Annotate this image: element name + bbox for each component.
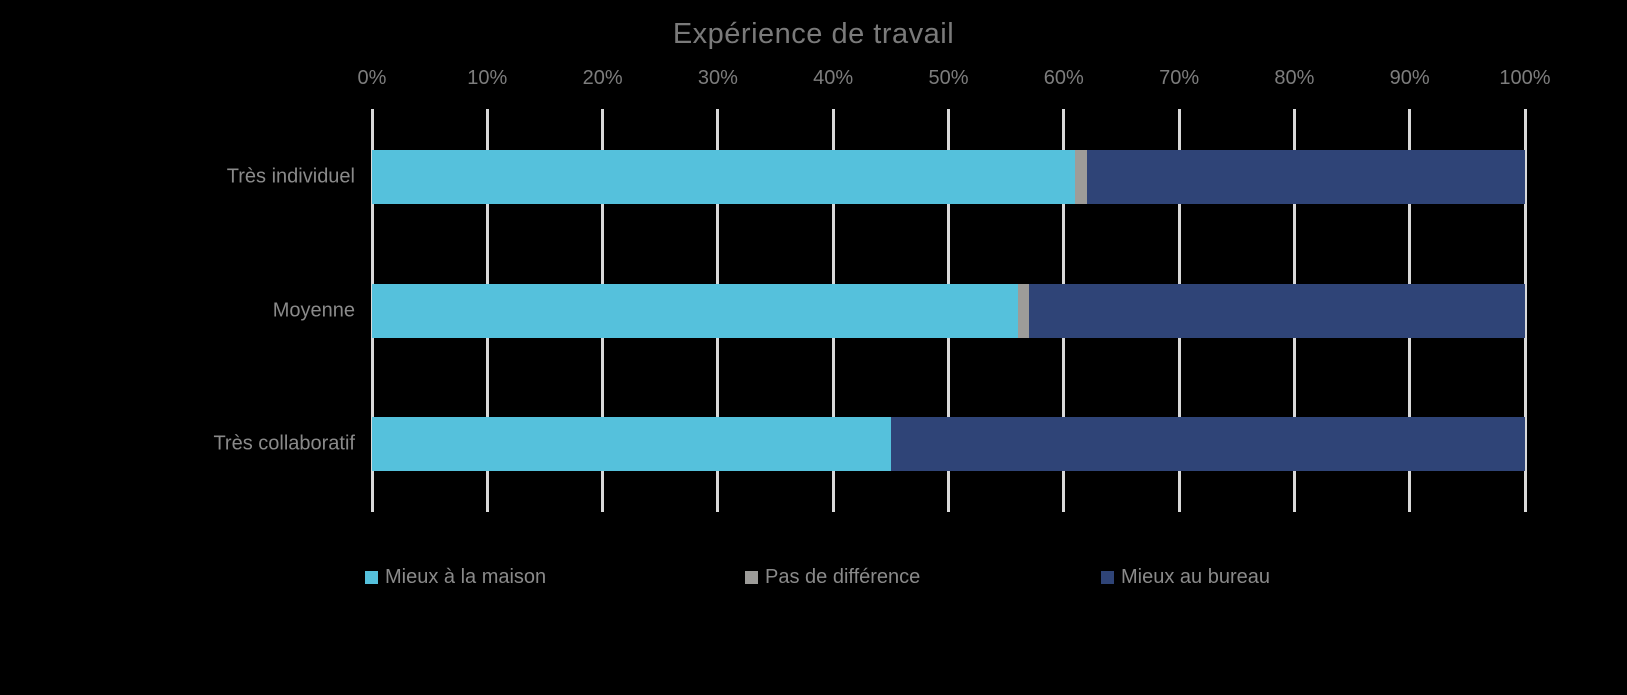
chart-title: Expérience de travail	[672, 18, 955, 50]
gridline	[1523, 109, 1527, 512]
x-axis-tick-label: 20%	[582, 67, 623, 89]
legend-item: Mieux à la maison	[365, 566, 546, 589]
x-axis-tick-label: 80%	[1274, 67, 1315, 89]
bar-segment	[372, 284, 1018, 338]
legend-label: Pas de différence	[765, 566, 921, 588]
legend-swatch	[745, 571, 758, 584]
x-axis-tick-label: 70%	[1159, 67, 1200, 89]
bar-segment	[372, 150, 1076, 204]
legend-label: Mieux à la maison	[385, 566, 547, 588]
legend-swatch	[1101, 571, 1114, 584]
category-label: Très collaboratif	[213, 432, 355, 455]
bar-segment	[1075, 150, 1087, 204]
x-axis-tick-label: 100%	[1499, 67, 1551, 89]
x-axis-tick-label: 10%	[467, 67, 508, 89]
x-axis-tick-label: 90%	[1389, 67, 1430, 89]
bar-segment	[1017, 284, 1030, 338]
x-axis-tick-label: 50%	[928, 67, 969, 89]
x-axis-tick-label: 30%	[697, 67, 738, 89]
legend-item: Pas de différence	[745, 566, 920, 589]
bar-segment	[372, 417, 891, 471]
category-label: Moyenne	[272, 299, 355, 322]
category-label: Très individuel	[226, 165, 355, 188]
bar-segment	[890, 417, 1525, 471]
x-axis-tick-label: 40%	[813, 67, 854, 89]
legend-label: Mieux au bureau	[1121, 566, 1270, 588]
legend-item: Mieux au bureau	[1101, 566, 1270, 589]
bar-segment	[1029, 284, 1525, 338]
x-axis-tick-label: 60%	[1043, 67, 1084, 89]
legend-swatch	[365, 571, 378, 584]
x-axis-tick-label: 0%	[357, 67, 387, 89]
bar-segment	[1086, 150, 1525, 204]
